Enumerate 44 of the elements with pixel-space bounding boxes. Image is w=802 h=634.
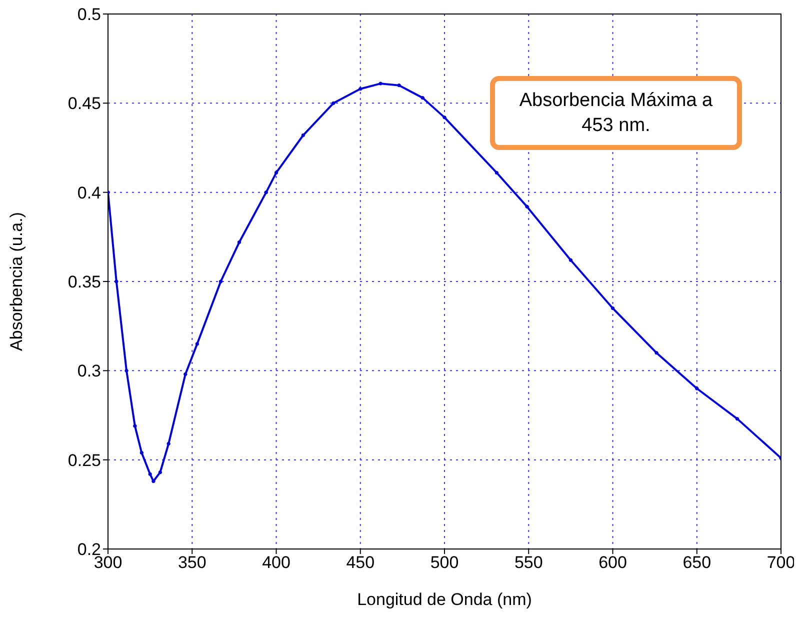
point (695, 386, 699, 390)
point (218, 280, 223, 284)
point (184, 372, 188, 376)
point (442, 116, 446, 120)
point (654, 350, 658, 355)
y-tick-label: 0.25 (68, 450, 101, 470)
point (166, 442, 170, 446)
point (397, 83, 401, 88)
point (378, 82, 382, 86)
x-tick-label: 650 (682, 553, 712, 572)
point (148, 472, 152, 476)
point (237, 240, 242, 244)
x-tick-label: 400 (262, 553, 290, 572)
x-tick-label: 350 (178, 553, 206, 572)
x-tick-label: 600 (598, 553, 627, 572)
point (264, 190, 268, 194)
x-axis-title: Longitud de Onda (nm) (357, 590, 532, 609)
y-tick-label: 0.3 (77, 362, 101, 381)
point (195, 342, 200, 346)
y-tick-label: 0.45 (68, 94, 101, 114)
y-axis-title: Absorbencia (u.a.) (7, 212, 26, 351)
x-tick-label: 450 (346, 553, 375, 572)
x-tick-label: 550 (514, 553, 543, 572)
point (420, 96, 424, 100)
y-tick-label: 0.35 (68, 272, 101, 292)
y-tick-label: 0.5 (77, 5, 101, 24)
point (332, 101, 336, 106)
point (525, 204, 529, 208)
point (301, 133, 306, 138)
point (124, 368, 128, 373)
point (568, 258, 573, 262)
line-series (108, 82, 781, 484)
point (133, 424, 137, 428)
point (158, 470, 162, 474)
point (358, 87, 362, 91)
point (610, 306, 615, 310)
point (274, 170, 278, 175)
point (140, 450, 144, 455)
point (494, 170, 499, 175)
point (735, 416, 740, 421)
point (114, 280, 118, 284)
x-tick-label: 500 (430, 553, 459, 572)
y-tick-label: 0.4 (77, 183, 101, 202)
callout-box: Absorbencia Máxima a 453 nm. (490, 76, 742, 150)
